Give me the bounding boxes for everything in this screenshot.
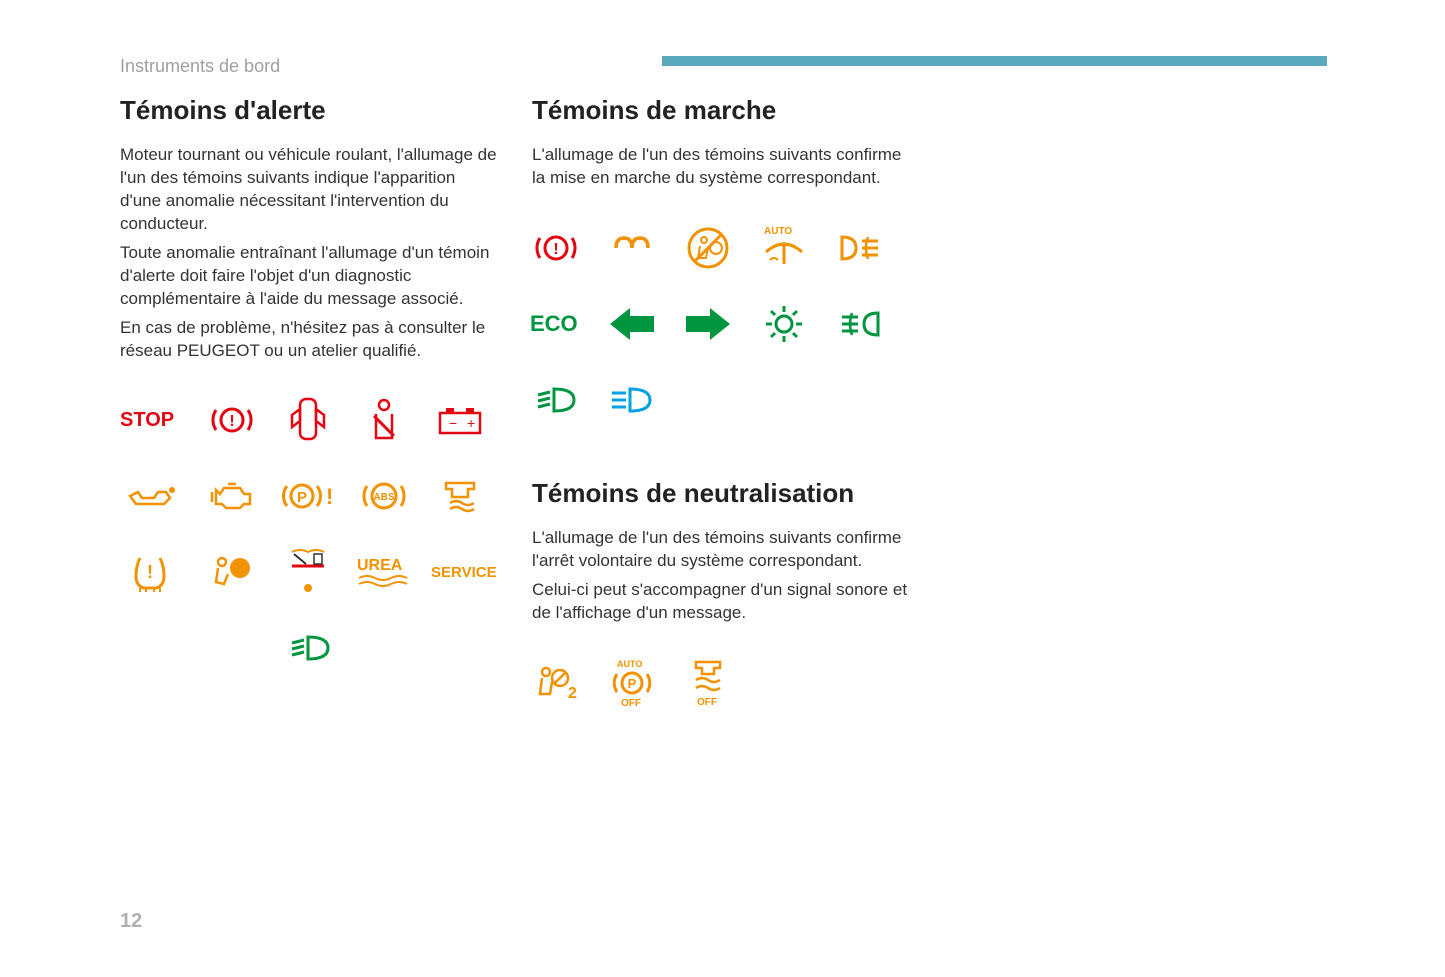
tyre-pressure-icon: ! bbox=[120, 548, 180, 596]
svg-text:!: ! bbox=[326, 484, 333, 509]
abs-icon: ABS bbox=[360, 472, 408, 520]
svg-text:ECO: ECO bbox=[530, 311, 578, 336]
park-brake-fault-icon: P! bbox=[284, 472, 332, 520]
page-number: 12 bbox=[120, 910, 142, 933]
svg-text:SERVICE: SERVICE bbox=[431, 564, 497, 581]
esp-icon bbox=[436, 472, 484, 520]
svg-text:+: + bbox=[467, 415, 475, 431]
deactivation-indicators-section: Témoins de neutralisation L'allumage de … bbox=[532, 478, 912, 707]
park-brake-icon: ! bbox=[532, 224, 580, 272]
auto-wiper-icon: AUTO bbox=[760, 224, 808, 272]
dipped-beam-2-icon bbox=[532, 376, 580, 424]
eco-icon: ECO bbox=[532, 300, 580, 348]
deactivation-p2: Celui-ci peut s'accompagner d'un signal … bbox=[532, 579, 912, 625]
preheat-icon bbox=[608, 224, 656, 272]
front-fog-icon bbox=[836, 224, 884, 272]
operation-icons-grid: ! AUTO ECO bbox=[532, 224, 912, 424]
svg-text:STOP: STOP bbox=[120, 409, 174, 431]
turn-right-icon bbox=[684, 300, 732, 348]
main-beam-icon bbox=[608, 376, 656, 424]
airbag-icon bbox=[208, 548, 256, 596]
svg-text:!: ! bbox=[229, 413, 234, 430]
svg-text:ABS: ABS bbox=[373, 492, 394, 503]
alert-title: Témoins d'alerte bbox=[120, 95, 500, 126]
battery-icon: −+ bbox=[436, 396, 484, 444]
sidelights-icon bbox=[760, 300, 808, 348]
engine-icon bbox=[208, 472, 256, 520]
service-icon: SERVICE bbox=[436, 548, 496, 596]
operation-indicators-section: Témoins de marche L'allumage de l'un des… bbox=[532, 95, 912, 424]
door-open-icon bbox=[284, 396, 332, 444]
svg-text:AUTO: AUTO bbox=[617, 659, 642, 669]
operation-title: Témoins de marche bbox=[532, 95, 912, 126]
svg-text:!: ! bbox=[147, 562, 153, 582]
deactivation-title: Témoins de neutralisation bbox=[532, 478, 912, 509]
alert-icons-grid: STOP ! −+ bbox=[120, 396, 500, 672]
brake-warning-icon: ! bbox=[208, 396, 256, 444]
columns: Témoins d'alerte Moteur tournant ou véhi… bbox=[120, 95, 1325, 707]
passenger-airbag-off-icon bbox=[684, 224, 732, 272]
alert-p1: Moteur tournant ou véhicule roulant, l'a… bbox=[120, 144, 500, 236]
svg-text:UREA: UREA bbox=[357, 557, 403, 574]
alert-p2: Toute anomalie entraînant l'allumage d'u… bbox=[120, 242, 500, 311]
svg-text:AUTO: AUTO bbox=[764, 226, 792, 237]
stop-icon: STOP bbox=[120, 396, 180, 444]
manual-page: Instruments de bord Témoins d'alerte Mot… bbox=[0, 0, 1445, 977]
fuel-low-icon bbox=[284, 548, 332, 596]
airbag-off-2-icon: 2 bbox=[532, 659, 580, 707]
svg-text:−: − bbox=[449, 415, 457, 431]
seatbelt-icon bbox=[360, 396, 408, 444]
deactivation-icons-grid: 2 AUTO P OFF OFF bbox=[532, 659, 912, 707]
alert-indicators-section: Témoins d'alerte Moteur tournant ou véhi… bbox=[120, 95, 500, 707]
svg-text:P: P bbox=[297, 489, 307, 506]
alert-p3: En cas de problème, n'hésitez pas à cons… bbox=[120, 317, 500, 363]
auto-park-off-icon: AUTO P OFF bbox=[608, 659, 656, 707]
esp-off-icon: OFF bbox=[684, 659, 732, 707]
urea-icon: UREA bbox=[360, 548, 408, 596]
operation-p1: L'allumage de l'un des témoins suivants … bbox=[532, 144, 912, 190]
svg-text:OFF: OFF bbox=[621, 698, 641, 709]
svg-text:2: 2 bbox=[568, 685, 577, 702]
svg-text:!: ! bbox=[553, 241, 558, 258]
svg-text:P: P bbox=[628, 676, 637, 691]
header-accent-bar bbox=[662, 56, 1327, 66]
right-column: Témoins de marche L'allumage de l'un des… bbox=[532, 95, 912, 707]
oil-icon bbox=[120, 472, 180, 520]
svg-text:OFF: OFF bbox=[697, 697, 717, 708]
deactivation-p1: L'allumage de l'un des témoins suivants … bbox=[532, 527, 912, 573]
rear-fog-icon bbox=[836, 300, 884, 348]
dipped-beam-icon bbox=[120, 624, 500, 672]
turn-left-icon bbox=[608, 300, 656, 348]
